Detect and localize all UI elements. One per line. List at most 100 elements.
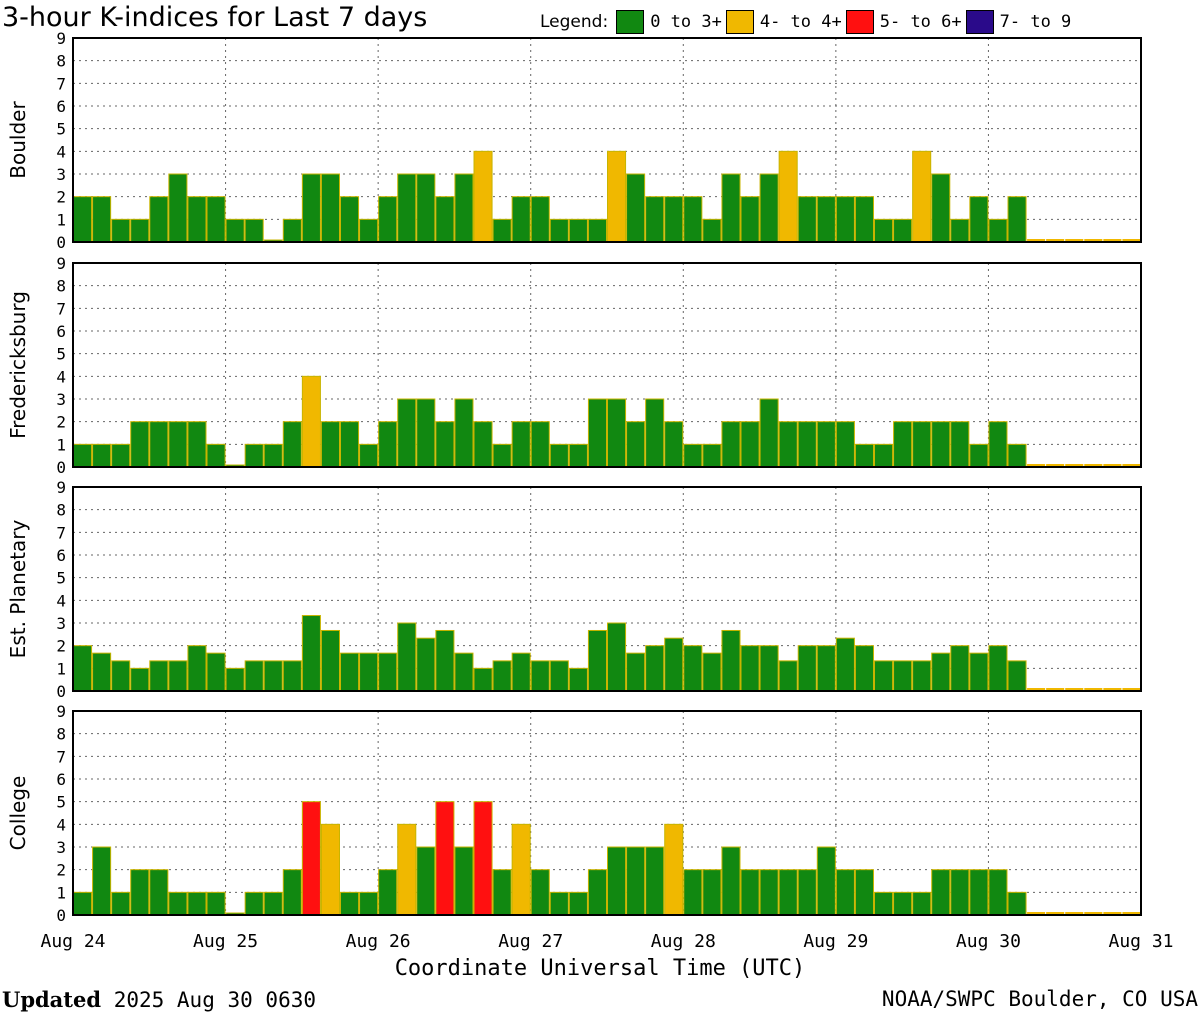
legend-swatch-green [616, 10, 645, 34]
bar [549, 443, 569, 468]
y-tick-label: 3 [56, 165, 66, 184]
bar [969, 869, 989, 916]
bar [702, 218, 722, 243]
bar [416, 637, 436, 692]
y-tick-label: 4 [56, 591, 66, 610]
bar [912, 421, 932, 468]
legend-swatch-yellow [725, 10, 754, 34]
bar [92, 443, 112, 468]
bar [359, 652, 379, 692]
y-tick-label: 5 [56, 120, 66, 139]
x-tick-label: Aug 31 [1108, 931, 1173, 952]
panel-label: Boulder [6, 101, 30, 179]
panel-frame [72, 262, 1142, 468]
y-tick-label: 1 [56, 659, 66, 678]
bar [168, 891, 188, 916]
bar [206, 652, 226, 692]
legend-item-yellow: 4- to 4+ [725, 10, 842, 34]
bar [397, 622, 417, 692]
bar [740, 869, 760, 916]
bar [416, 846, 436, 916]
legend-label: Legend: [540, 12, 609, 32]
bar [301, 801, 321, 916]
bar [816, 421, 836, 468]
bar-empty [1046, 688, 1065, 691]
bar [988, 869, 1008, 916]
bar [549, 660, 569, 692]
bar-empty [1065, 688, 1084, 691]
bar-empty [1046, 464, 1065, 467]
bar [626, 846, 646, 916]
bar [282, 869, 302, 916]
bar [149, 660, 169, 692]
bar [988, 645, 1008, 692]
bar [893, 421, 913, 468]
legend-item-label: 4- to 4+ [759, 12, 842, 32]
bar [778, 150, 798, 243]
bar [435, 629, 455, 692]
bar [568, 667, 588, 692]
updated-value: 2025 Aug 30 0630 [113, 988, 316, 1012]
bar [931, 421, 951, 468]
y-tick-label: 8 [56, 52, 66, 71]
bar [950, 218, 970, 243]
bar [435, 196, 455, 243]
bar [340, 891, 360, 916]
updated-line: Updated 2025 Aug 30 0630 [2, 987, 316, 1012]
y-tick-label: 0 [56, 458, 66, 477]
bar [759, 173, 779, 243]
bar [778, 869, 798, 916]
bar [587, 869, 608, 916]
bar [607, 398, 627, 468]
y-tick-label: 8 [56, 501, 66, 520]
y-tick-label: 2 [56, 413, 66, 432]
bar-empty [1027, 912, 1046, 915]
bar [816, 846, 836, 916]
y-tick-label: 4 [56, 815, 66, 834]
y-tick-label: 8 [56, 277, 66, 296]
bar [683, 645, 703, 692]
bar [511, 421, 531, 468]
bar [225, 218, 245, 243]
legend-item-label: 7- to 9 [999, 12, 1072, 32]
bar [73, 196, 93, 243]
bar [759, 869, 779, 916]
bar-empty [1103, 239, 1122, 242]
bar-empty [1065, 239, 1084, 242]
bar-empty [1103, 688, 1122, 691]
bar [816, 645, 836, 692]
bar [778, 660, 798, 692]
bar [874, 891, 894, 916]
bar [702, 443, 722, 468]
bar [1007, 443, 1027, 468]
y-tick-label: 3 [56, 838, 66, 857]
bar [797, 196, 817, 243]
bar [626, 421, 646, 468]
y-tick-label: 7 [56, 299, 66, 318]
bar [549, 891, 569, 916]
bar [435, 421, 455, 468]
bar [950, 421, 970, 468]
chart-title: 3-hour K-indices for Last 7 days [2, 2, 428, 33]
bar [320, 823, 340, 916]
y-tick-label: 2 [56, 637, 66, 656]
bar [168, 173, 188, 243]
x-tick-label: Aug 24 [40, 931, 105, 952]
bar [587, 398, 608, 468]
bar [492, 443, 512, 468]
bar [282, 660, 302, 692]
bar [187, 196, 207, 243]
x-tick-label: Aug 27 [498, 931, 563, 952]
bar [301, 615, 321, 692]
bar [282, 421, 302, 468]
legend-item-purple: 7- to 9 [965, 10, 1072, 34]
legend-swatch-purple [965, 10, 994, 34]
y-tick-label: 9 [56, 29, 66, 48]
bar [378, 652, 398, 692]
bar [320, 173, 340, 243]
bar [397, 173, 417, 243]
bar [92, 846, 112, 916]
bar [130, 218, 150, 243]
bar [149, 869, 169, 916]
legend-item-label: 5- to 6+ [879, 12, 962, 32]
